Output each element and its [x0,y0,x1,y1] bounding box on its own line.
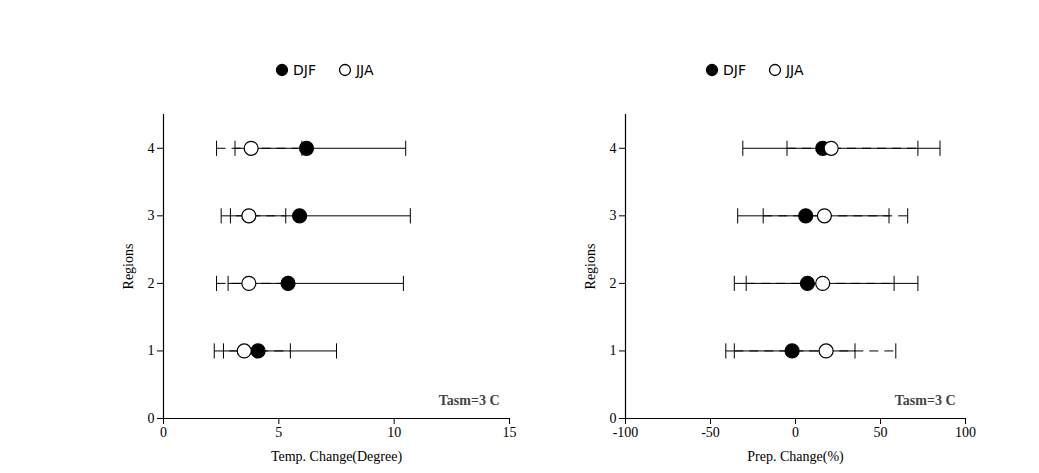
svg-text:Tasm=3 C: Tasm=3 C [439,393,500,408]
svg-text:-100: -100 [613,425,639,440]
svg-text:10: 10 [387,425,401,440]
svg-text:0: 0 [160,425,167,440]
svg-text:0: 0 [792,425,799,440]
svg-text:Prep. Change(%): Prep. Change(%) [747,449,844,465]
html-text:JJA: JJA [356,62,374,78]
html-text:JJA: JJA [786,62,804,78]
svg-text:Temp. Change(Degree): Temp. Change(Degree) [271,449,403,465]
svg-text:3: 3 [148,208,155,223]
svg-text:0: 0 [610,411,617,426]
html-text:DJF: DJF [723,62,746,78]
svg-text:50: 50 [874,425,888,440]
svg-text:15: 15 [503,425,517,440]
svg-text:Regions: Regions [121,244,136,290]
svg-text:4: 4 [148,141,155,156]
svg-text:1: 1 [610,343,617,358]
svg-text:Regions: Regions [583,244,598,290]
svg-text:0: 0 [148,411,155,426]
svg-text:100: 100 [955,425,976,440]
svg-text:3: 3 [610,208,617,223]
svg-text:5: 5 [275,425,282,440]
svg-text:Tasm=3 C: Tasm=3 C [895,393,956,408]
svg-text:4: 4 [610,141,617,156]
html-text:DJF: DJF [293,62,316,78]
svg-text:2: 2 [148,276,155,291]
svg-text:1: 1 [148,343,155,358]
svg-text:2: 2 [610,276,617,291]
svg-text:-50: -50 [701,425,720,440]
